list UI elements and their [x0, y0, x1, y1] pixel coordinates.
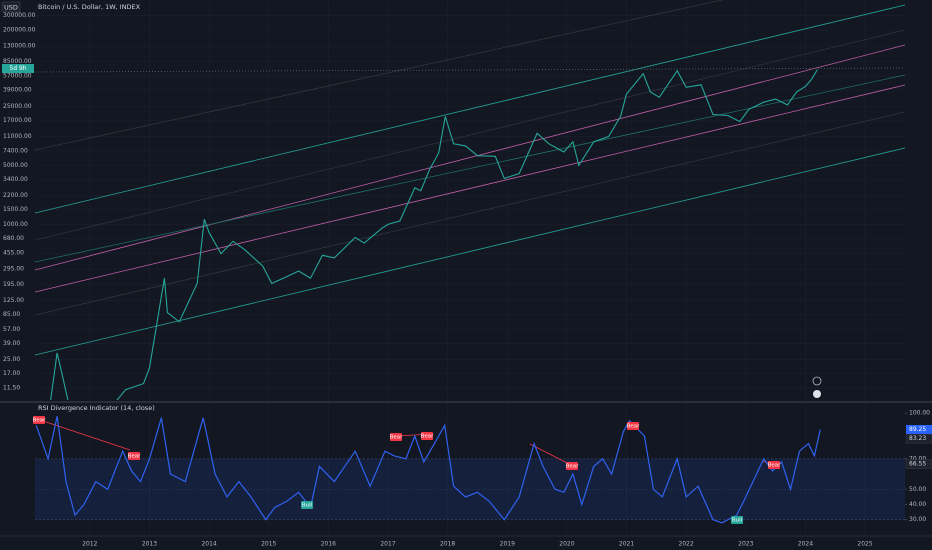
channel-line [35, 0, 724, 151]
last-value: 89.25 [909, 426, 926, 433]
y-tick-label: 100.00 [909, 410, 930, 417]
annotation: Bear [566, 464, 580, 470]
channel-line [35, 29, 905, 241]
side-value: 83.23 [909, 435, 926, 442]
annotation: Bull [302, 503, 313, 509]
annotation-box [33, 416, 45, 424]
y-tick-label: 680.00 [3, 235, 24, 242]
y-tick-label: 200000.00 [3, 27, 36, 34]
x-tick-label: 2019 [500, 541, 515, 548]
y-tick-label: 130000.00 [3, 42, 36, 49]
y-tick-label: 195.00 [3, 281, 24, 288]
annotation: Bear [390, 435, 404, 441]
grid [35, 0, 905, 536]
annotation: Bear [768, 463, 782, 469]
x-tick-label: 2014 [201, 541, 216, 548]
y-tick-label: 5000.00 [3, 162, 28, 169]
annotation: Bear [627, 424, 641, 430]
y-tick-label: 30.00 [909, 516, 926, 523]
channel-line [35, 84, 905, 293]
channel-line [35, 74, 905, 263]
annotation: Bear [421, 434, 435, 440]
channel-line [35, 111, 905, 316]
price-line [35, 67, 905, 73]
y-tick-label: 17.00 [3, 370, 20, 377]
annotation: Bear [128, 454, 142, 460]
event-icon[interactable] [813, 390, 821, 398]
y-tick-label: 7400.00 [3, 147, 28, 154]
y-tick-label: 39000.00 [3, 87, 32, 94]
y-tick-label: 85000.00 [3, 58, 32, 65]
annotation-box [390, 433, 402, 441]
countdown-badge [2, 64, 34, 73]
y-tick-label: 11.50 [3, 385, 20, 392]
y-tick-label: 39.00 [3, 340, 20, 347]
annotation-box [731, 516, 743, 524]
annotation-box [421, 432, 433, 440]
event-icon[interactable] [812, 376, 822, 386]
divergence-line [529, 443, 574, 467]
y-tick-label: 125.00 [3, 297, 24, 304]
countdown: 5d 9h [9, 65, 26, 72]
x-tick-label: 2025 [857, 541, 872, 548]
y-tick-label: 11000.00 [3, 133, 32, 140]
y-tick-label: 1000.00 [3, 221, 28, 228]
last-value-box [906, 425, 932, 435]
y-tick-label: 85.00 [3, 311, 20, 318]
x-tick-label: 2020 [559, 541, 574, 548]
x-tick-label: 2017 [380, 541, 395, 548]
indicator-title: RSI Divergence Indicator (14, close) [38, 404, 155, 412]
annotation: Bull [732, 518, 743, 524]
series-line [50, 69, 818, 400]
y-tick-label: 25.00 [3, 356, 20, 363]
y-tick-label: 70.00 [909, 455, 926, 462]
side-value-box [905, 459, 932, 469]
y-tick-label: 57000.00 [3, 73, 32, 80]
x-tick-label: 2018 [440, 541, 455, 548]
annotation-box [128, 452, 140, 460]
x-tick-label: 2022 [679, 541, 694, 548]
channel-line [35, 44, 905, 271]
annotation: Bear [33, 418, 47, 424]
side-value: 66.55 [909, 461, 926, 468]
y-tick-label: 17000.00 [3, 117, 32, 124]
x-tick-label: 2013 [142, 541, 157, 548]
y-tick-label: 50.00 [909, 486, 926, 493]
currency: USD [4, 4, 18, 12]
y-tick-label: 1500.00 [3, 206, 28, 213]
x-tick-label: 2021 [619, 541, 634, 548]
channel-lines [35, 0, 905, 356]
annotation-box [566, 462, 578, 470]
y-tick-label: 40.00 [909, 501, 926, 508]
y-tick-label: 57.00 [3, 326, 20, 333]
y-tick-label: 2200.00 [3, 192, 28, 199]
annotation-box [768, 461, 780, 469]
channel-line [35, 4, 905, 214]
y-tick-label: 455.00 [3, 250, 24, 257]
y-tick-label: 295.00 [3, 266, 24, 273]
x-tick-label: 2012 [82, 541, 97, 548]
chart-title: Bitcoin / U.S. Dollar, 1W, INDEX [38, 3, 141, 11]
currency-box[interactable] [1, 1, 21, 13]
series-line [35, 416, 821, 524]
y-tick-label: 300000.00 [3, 12, 36, 19]
x-tick-label: 2016 [321, 541, 336, 548]
y-tick-label: 3400.00 [3, 176, 28, 183]
side-value-box [905, 433, 932, 444]
x-tick-label: 2024 [798, 541, 813, 548]
x-tick-label: 2015 [261, 541, 276, 548]
y-tick-label: 25000.00 [3, 103, 32, 110]
annotation-box [627, 422, 639, 430]
x-tick-label: 2023 [738, 541, 753, 548]
annotation-box [301, 501, 313, 509]
